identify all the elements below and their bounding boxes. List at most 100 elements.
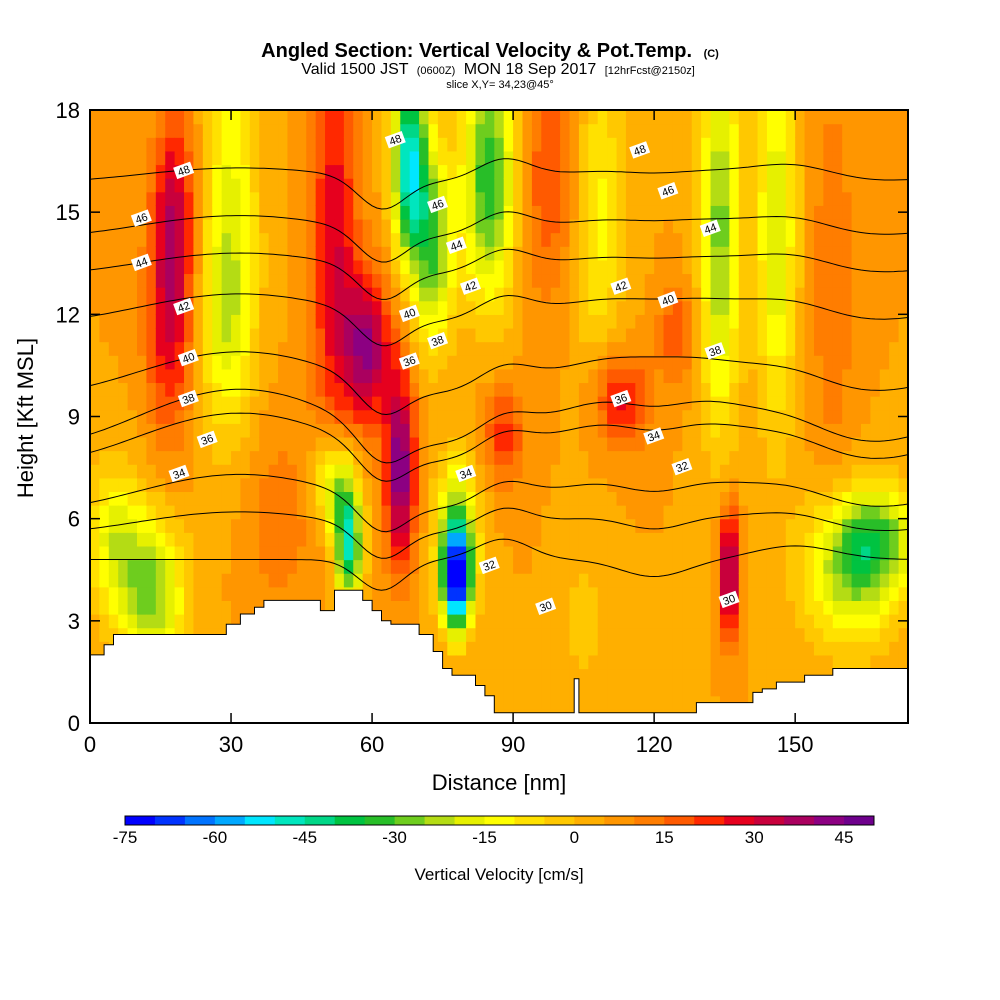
field-cell [240,110,251,125]
field-cell [447,164,458,179]
field-cell [522,218,533,234]
field-cell [325,259,336,275]
field-cell [663,614,674,629]
field-cell [785,205,796,220]
field-cell [889,110,900,125]
field-cell [748,518,759,533]
field-cell [221,123,232,138]
field-cell [541,164,552,179]
field-cell [691,600,702,615]
field-cell [503,300,514,315]
field-cell [118,259,129,275]
field-cell [879,614,890,629]
field-cell [296,178,307,193]
field-cell [719,327,730,343]
field-cell [146,505,157,520]
field-cell [287,150,298,166]
field-cell [155,355,166,370]
contour-label-text: 44 [449,238,465,253]
field-cell [804,573,815,588]
field-cell [541,491,552,506]
field-cell [466,559,477,574]
field-cell [813,246,824,261]
field-cell [691,586,702,601]
field-cell [287,586,298,601]
field-cell [719,218,730,234]
field-cell [287,246,298,261]
field-cell [588,273,599,288]
field-cell [249,464,260,479]
field-cell [362,382,373,397]
field-cell [249,232,260,247]
field-cell [625,355,636,370]
field-cell [851,327,862,343]
field-cell [832,477,843,493]
field-cell [155,205,166,220]
field-cell [231,191,242,206]
field-cell [738,450,749,465]
field-cell [249,341,260,356]
field-cell [513,409,524,424]
field-cell [221,355,232,370]
field-cell [513,654,524,670]
field-cell [99,246,110,261]
field-cell [475,382,486,397]
field-cell [588,505,599,520]
field-cell [90,423,100,438]
field-cell [795,164,806,179]
field-cell [597,300,608,315]
field-cell [663,368,674,384]
field-cell [691,368,702,384]
field-cell [362,477,373,493]
field-cell [635,450,646,465]
field-cell [569,327,580,343]
field-cell [456,396,467,411]
field-cell [672,273,683,288]
field-cell [635,627,646,642]
field-cell [146,123,157,138]
field-cell [513,450,524,465]
field-cell [654,232,665,247]
colorbar-swatch [514,816,545,825]
field-cell [898,246,908,261]
field-cell [851,627,862,642]
field-cell [785,477,796,493]
field-cell [390,327,401,343]
field-cell [635,368,646,384]
field-cell [296,355,307,370]
field-cell [644,627,655,642]
field-cell [334,450,345,465]
field-cell [795,600,806,615]
field-cell [870,614,881,629]
field-cell [146,464,157,479]
field-cell [334,327,345,343]
field-cell [729,259,740,275]
field-cell [701,191,712,206]
field-cell [202,341,213,356]
field-cell [287,491,298,506]
field-cell [569,491,580,506]
field-cell [315,327,326,343]
field-cell [306,532,317,547]
field-cell [738,614,749,629]
field-cell [137,382,148,397]
field-cell [296,273,307,288]
field-cell [691,259,702,275]
field-cell [231,368,242,384]
field-cell [419,327,430,343]
field-cell [184,573,195,588]
field-cell [231,614,242,629]
field-cell [137,123,148,138]
field-cell [184,341,195,356]
field-cell [710,232,721,247]
field-cell [635,273,646,288]
field-cell [785,327,796,343]
field-cell [672,382,683,397]
field-cell [240,464,251,479]
field-cell [428,218,439,234]
field-cell [663,654,674,670]
field-cell [522,355,533,370]
field-cell [503,191,514,206]
field-cell [193,545,204,561]
field-cell [325,150,336,166]
